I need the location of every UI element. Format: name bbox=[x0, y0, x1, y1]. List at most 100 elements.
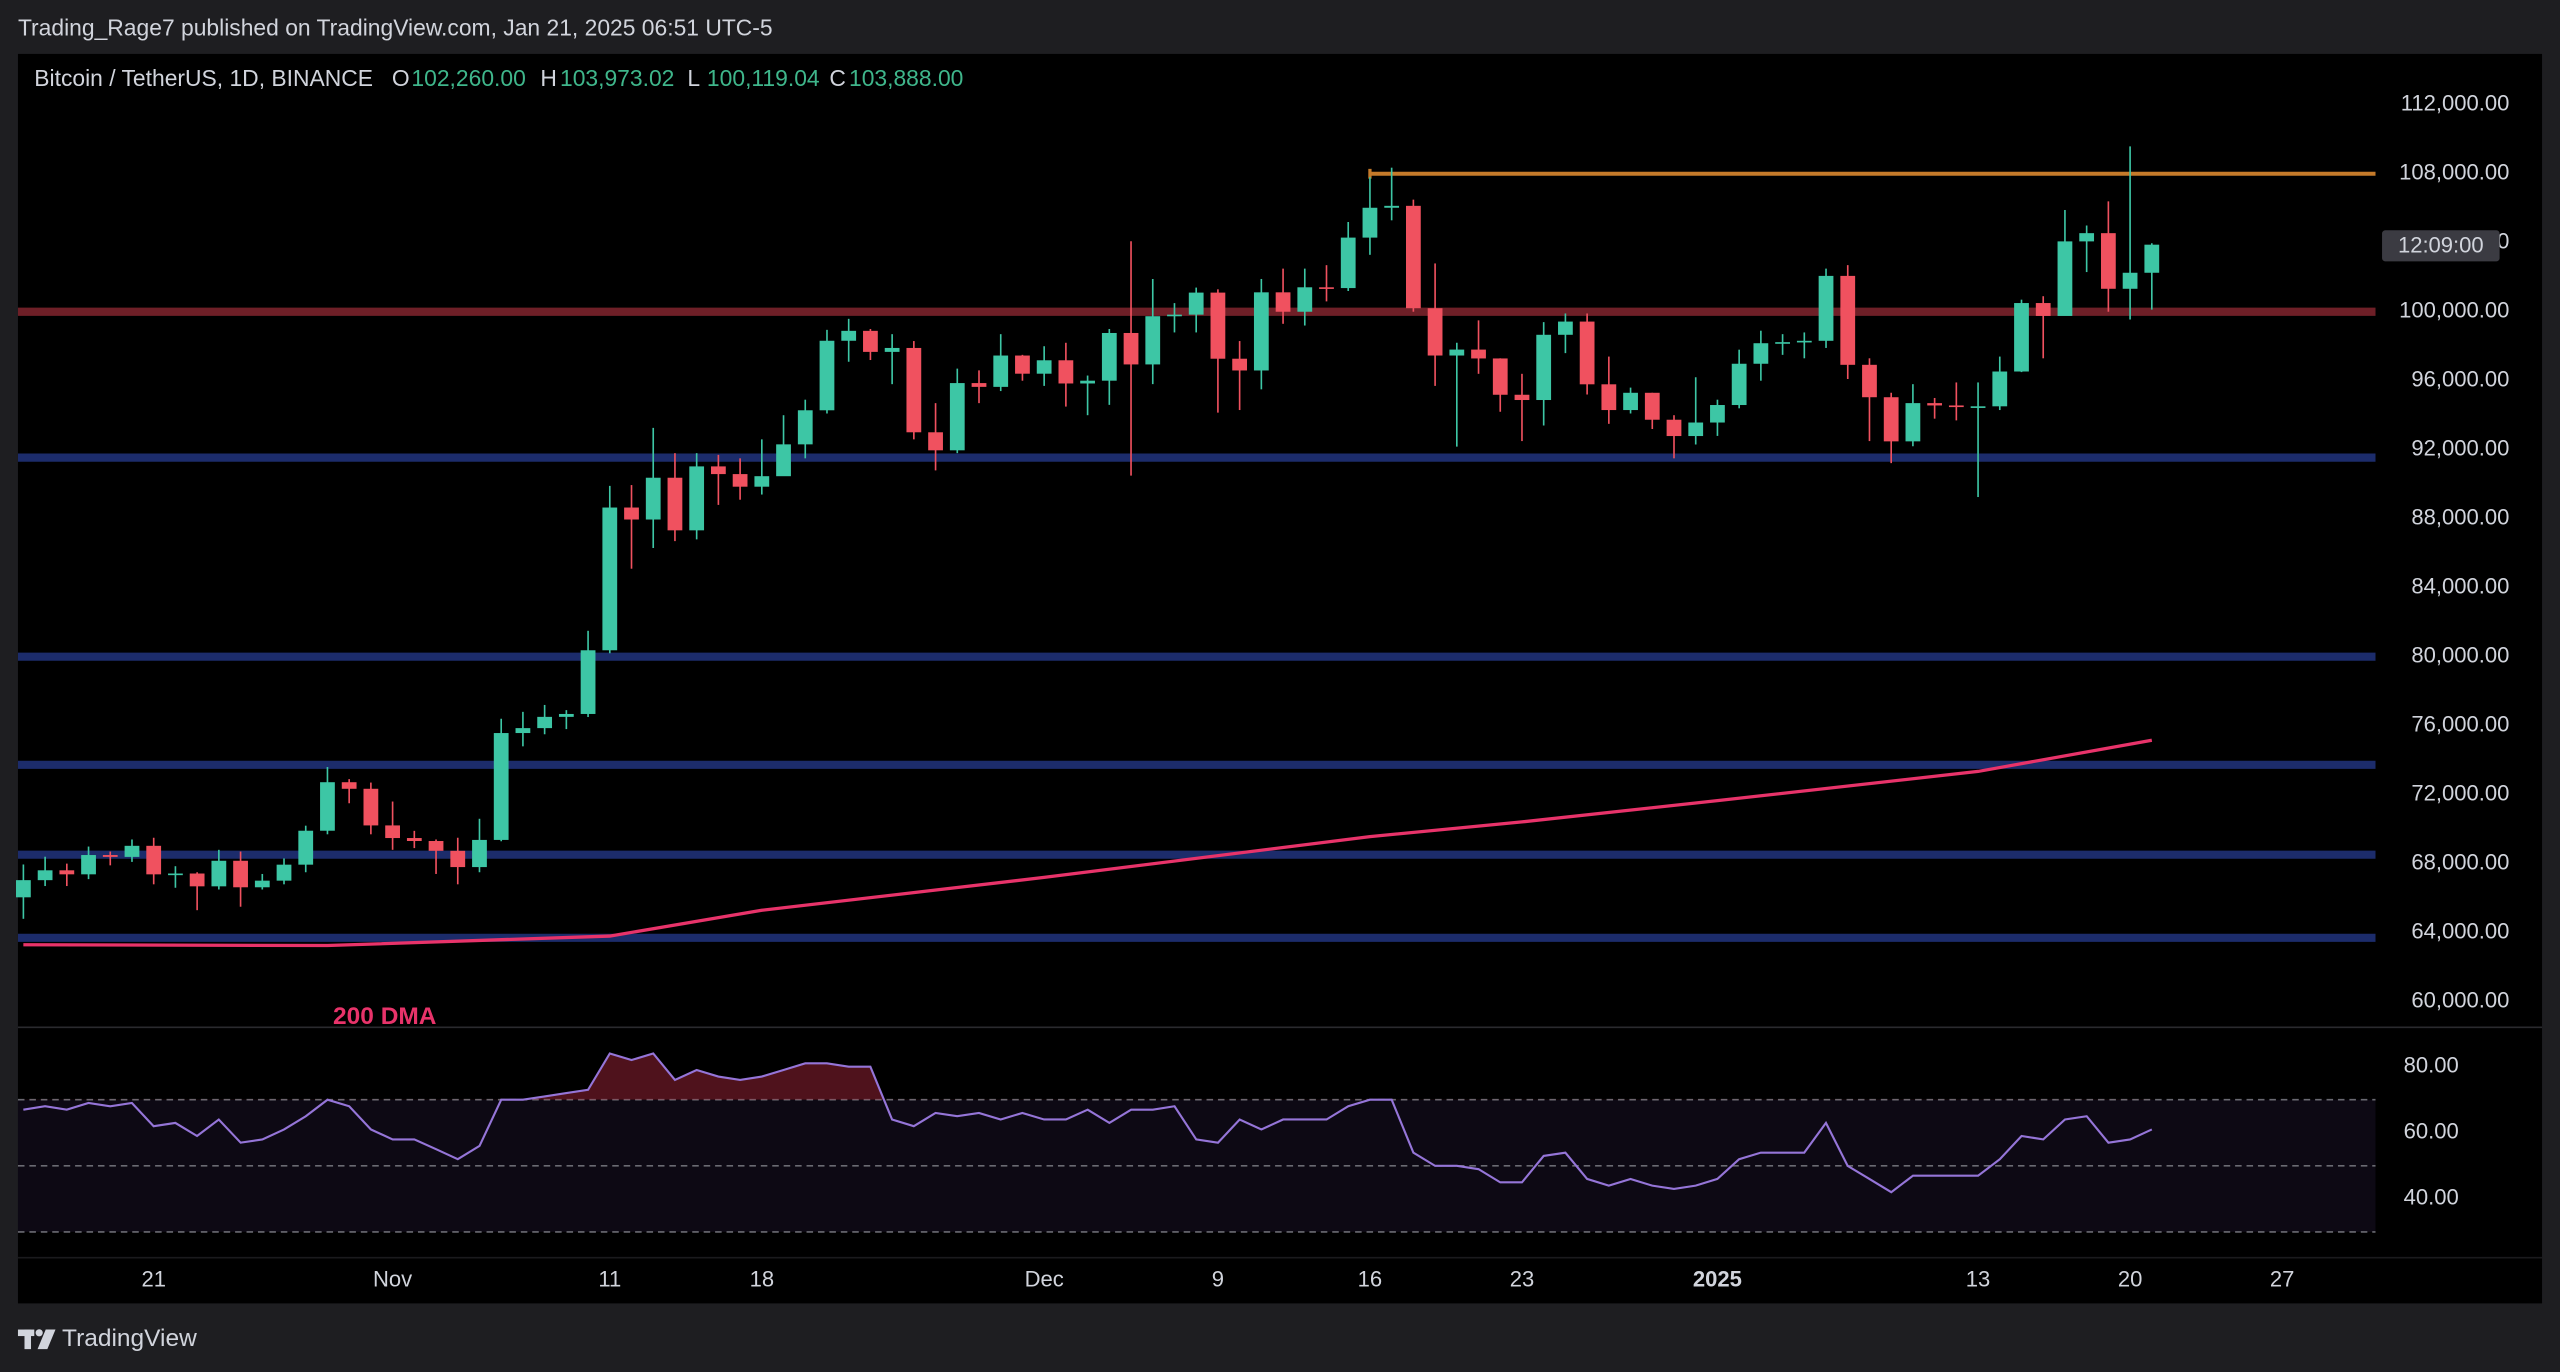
candle-body bbox=[1818, 275, 1834, 341]
y-tick-label: 64,000.00 bbox=[2411, 918, 2509, 943]
x-tick-label: 16 bbox=[1358, 1266, 1383, 1291]
candle-body bbox=[233, 860, 248, 888]
candle-body bbox=[1536, 334, 1552, 401]
countdown: 12:09:00 bbox=[2398, 232, 2484, 257]
candle-body bbox=[993, 355, 1009, 387]
dma-line bbox=[23, 738, 2153, 948]
candle-body bbox=[59, 870, 75, 875]
candle-body bbox=[667, 477, 683, 531]
candle-body bbox=[1362, 207, 1378, 238]
x-tick-label: 21 bbox=[141, 1266, 166, 1291]
candle-body bbox=[1970, 406, 1986, 408]
ohlc-value: 100,119.04 bbox=[707, 65, 820, 91]
candle-body bbox=[146, 845, 162, 875]
x-tick-label: 2025 bbox=[1693, 1266, 1742, 1291]
y-tick-label: 80,000.00 bbox=[2411, 642, 2509, 667]
candle-body bbox=[1492, 358, 1508, 395]
candle-body bbox=[1666, 419, 1682, 437]
candle-body bbox=[1319, 287, 1334, 289]
candle-body bbox=[276, 864, 292, 881]
candle-body bbox=[732, 474, 748, 487]
candle-body bbox=[1405, 205, 1421, 309]
x-tick-label: 27 bbox=[2270, 1266, 2295, 1291]
candle-body bbox=[320, 782, 335, 831]
candle-body bbox=[1384, 205, 1400, 208]
candle-body bbox=[1514, 394, 1530, 401]
candle-body bbox=[1232, 358, 1248, 371]
candle-body bbox=[624, 507, 639, 520]
ohlc-key: L bbox=[687, 65, 700, 91]
candle-body bbox=[1992, 371, 2008, 407]
candle-body bbox=[710, 466, 726, 475]
x-tick-label: Dec bbox=[1025, 1266, 1064, 1291]
candle-body bbox=[971, 383, 987, 387]
y-tick-label: 112,000.00 bbox=[2401, 91, 2510, 116]
rsi-tick-label: 40.00 bbox=[2404, 1185, 2459, 1210]
y-tick-label: 72,000.00 bbox=[2411, 780, 2509, 805]
ohlc-value: 102,260.00 bbox=[411, 65, 525, 91]
candle-body bbox=[2079, 233, 2095, 242]
candle-body bbox=[1427, 308, 1443, 356]
candle-body bbox=[1905, 403, 1921, 442]
candle-body bbox=[1275, 292, 1291, 312]
candle-body bbox=[645, 477, 661, 520]
ohlc-key: O bbox=[392, 65, 410, 91]
y-tick-label: 92,000.00 bbox=[2411, 436, 2509, 461]
candle-body bbox=[797, 410, 813, 445]
symbol: Bitcoin / TetherUS, 1D, BINANCE bbox=[34, 65, 373, 91]
rsi-line bbox=[23, 1052, 2153, 1194]
candle-body bbox=[1145, 316, 1161, 365]
candle-body bbox=[1775, 342, 1790, 344]
candle-body bbox=[450, 850, 466, 868]
candle-body bbox=[1297, 287, 1313, 312]
candle-body bbox=[537, 716, 553, 729]
candle-body bbox=[1188, 292, 1204, 315]
y-tick-label: 100,000.00 bbox=[2399, 298, 2509, 323]
brand: TradingView bbox=[62, 1325, 197, 1352]
candle-body bbox=[472, 839, 487, 868]
candle-body bbox=[1253, 292, 1269, 371]
candle-body bbox=[1862, 364, 1877, 398]
candle-body bbox=[2100, 233, 2116, 289]
publisher-line: Trading_Rage7 published on TradingView.c… bbox=[18, 14, 773, 40]
overbought-fill bbox=[522, 1053, 884, 1100]
candle-body bbox=[1623, 392, 1638, 411]
candle-body bbox=[1710, 405, 1725, 423]
candle-body bbox=[493, 733, 509, 840]
y-tick-label: 108,000.00 bbox=[2399, 160, 2509, 185]
candle-body bbox=[1015, 355, 1030, 374]
candles bbox=[16, 146, 2160, 919]
candle-body bbox=[254, 880, 270, 888]
candle-body bbox=[515, 728, 531, 734]
candle-body bbox=[385, 825, 400, 839]
candle-body bbox=[906, 347, 922, 433]
x-tick-label: Nov bbox=[373, 1266, 412, 1291]
candle-body bbox=[341, 782, 357, 789]
candle-body bbox=[2057, 241, 2073, 316]
candle-body bbox=[1601, 384, 1617, 411]
ohlc-key: H bbox=[540, 65, 557, 91]
candle-body bbox=[754, 476, 770, 487]
candle-body bbox=[1753, 343, 1769, 364]
candle-body bbox=[211, 860, 227, 887]
rsi-tick-label: 60.00 bbox=[2404, 1119, 2459, 1144]
candle-body bbox=[580, 650, 596, 714]
candle-body bbox=[949, 383, 965, 451]
chart-area bbox=[17, 53, 2543, 1304]
y-tick-label: 84,000.00 bbox=[2411, 574, 2509, 599]
candle-body bbox=[2122, 272, 2138, 289]
candle-body bbox=[1579, 321, 1595, 385]
candle-body bbox=[1036, 360, 1052, 374]
candle-body bbox=[428, 841, 444, 851]
candle-body bbox=[689, 466, 705, 531]
candle-body bbox=[1731, 363, 1747, 406]
x-tick-label: 11 bbox=[598, 1266, 621, 1291]
candle-body bbox=[1167, 314, 1182, 317]
candle-body bbox=[1210, 292, 1226, 359]
ohlc-value: 103,888.00 bbox=[849, 65, 963, 91]
candle-body bbox=[928, 432, 943, 451]
candle-body bbox=[124, 845, 140, 857]
candle-body bbox=[37, 870, 53, 881]
candle-body bbox=[1644, 392, 1660, 420]
